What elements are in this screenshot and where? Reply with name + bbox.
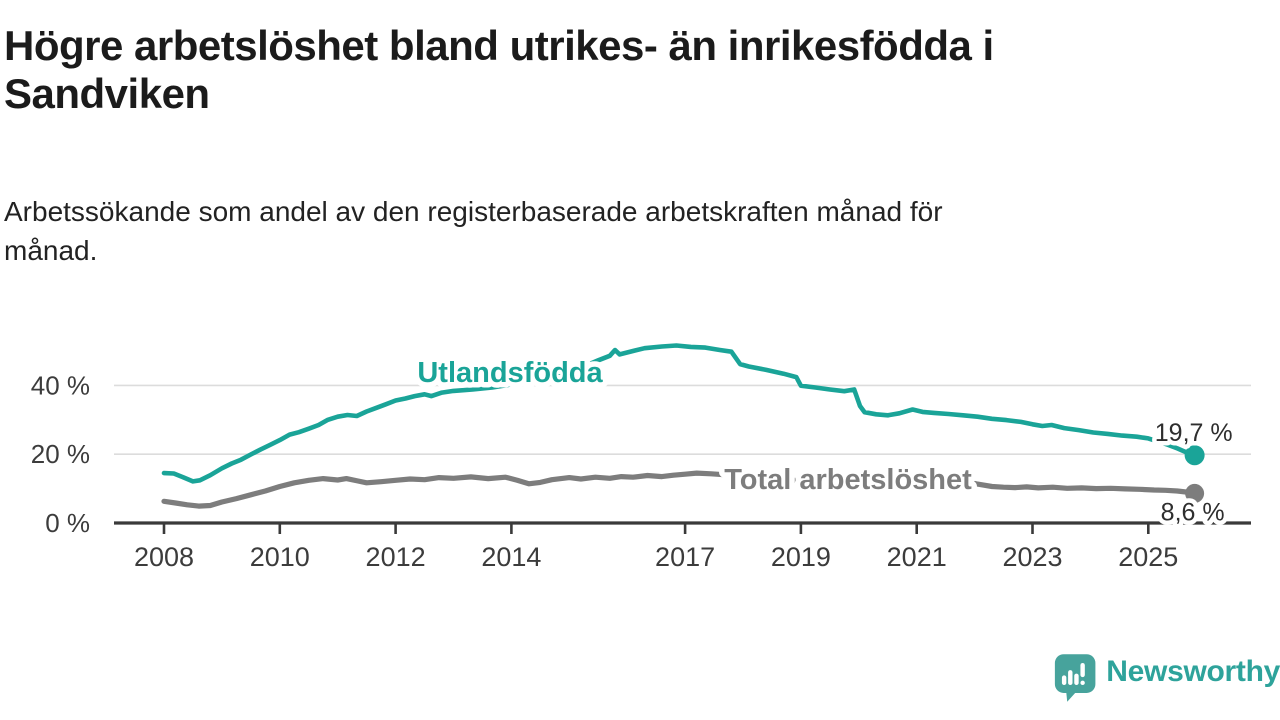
chart-subtitle: Arbetssökande som andel av den registerb…: [4, 192, 1224, 270]
end-value-label-total-arbetsl-shet: 8,6 %8,6 %: [1156, 494, 1229, 531]
bar-1: [1061, 675, 1067, 686]
exclamation-bar: [1080, 663, 1085, 678]
chart-subtitle-line-2: månad.: [4, 235, 98, 266]
x-tick-label: 2010: [250, 542, 310, 572]
end-value-label-utlandsf-dda: 19,7 %: [1155, 419, 1233, 447]
series-line-utlandsf-dda: [161, 343, 1197, 484]
grid-lines: [114, 384, 1251, 456]
x-tick-label: 2023: [1002, 542, 1062, 572]
newsworthy-logo: Newsworthy: [1054, 650, 1280, 710]
x-tick-label: 2008: [134, 542, 194, 572]
chart-subtitle-line-1: Arbetssökande som andel av den registerb…: [4, 196, 943, 227]
bar-2: [1068, 670, 1073, 686]
y-tick-label: 0 %: [45, 508, 90, 538]
x-tick-label: 2019: [771, 542, 831, 572]
x-tick-label: 2012: [366, 542, 426, 572]
series-label-utlandsf-dda: Utlandsfödda: [417, 357, 603, 389]
x-tick-label: 2017: [655, 542, 715, 572]
x-tick-label: 2014: [481, 542, 541, 572]
series-label-total-arbetsl-shet: Total arbetslöshet: [724, 464, 972, 496]
series-end-dot-total-arbetsl-shet: [1185, 483, 1205, 503]
y-axis-labels: 0 % 20 % 40 %: [31, 370, 90, 538]
newsworthy-logo-text: Newsworthy: [1106, 655, 1280, 688]
x-tick-label: 2021: [887, 542, 947, 572]
x-tick-label: 2025: [1118, 542, 1178, 572]
newsworthy-logo-icon: [1054, 654, 1096, 702]
y-tick-label: 40 %: [31, 370, 90, 400]
series-end-dot-utlandsf-dda: [1184, 445, 1205, 466]
chart-title-line-1: Högre arbetslöshet bland utrikes- än inr…: [4, 22, 994, 69]
end-value-label-total-arbetsl-shet: 8,6 %: [1161, 498, 1225, 526]
x-axis: 2008 2010 2012 2014 2017 2019 2021 2023 2025: [114, 521, 1251, 572]
end-value-label-utlandsf-dda: 19,7 %: [1155, 419, 1233, 447]
end-value-label-utlandsf-dda: 19,7 %19,7 %: [1150, 415, 1237, 452]
bar-3: [1074, 673, 1079, 686]
chart-title-line-2: Sandviken: [4, 70, 210, 117]
y-tick-label: 20 %: [31, 439, 90, 469]
series-label-utlandsf-dda: Utlandsfödda: [417, 357, 603, 389]
chart-title: Högre arbetslöshet bland utrikes- än inr…: [4, 22, 1244, 118]
exclamation-dot: [1080, 680, 1085, 686]
series-line-total-arbetsl-shet: [161, 470, 1198, 509]
end-value-label-total-arbetsl-shet: 8,6 %: [1161, 498, 1225, 526]
series-label-total-arbetsl-shet: Total arbetslöshet: [724, 464, 972, 496]
